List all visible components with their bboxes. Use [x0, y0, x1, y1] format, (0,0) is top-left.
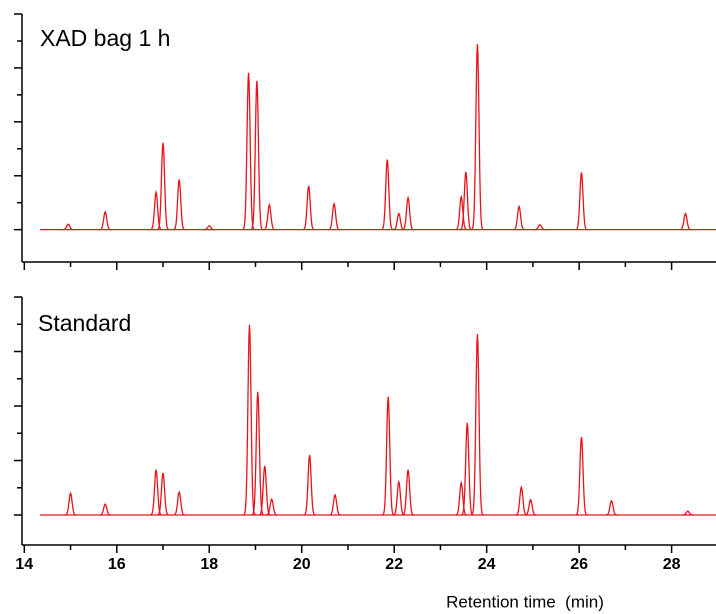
peak: [392, 212, 405, 231]
peak: [513, 204, 526, 231]
peak: [402, 195, 415, 231]
peak: [173, 179, 186, 231]
peak: [524, 498, 537, 516]
x-tick-label: 20: [293, 556, 311, 573]
peak: [459, 171, 472, 231]
x-tick-label: 26: [570, 556, 588, 573]
peak: [64, 491, 77, 516]
peak: [156, 472, 170, 516]
peak: [455, 480, 468, 516]
peak: [303, 454, 316, 516]
peak: [381, 159, 394, 231]
x-tick-label: 14: [15, 556, 33, 573]
peak: [150, 189, 163, 231]
x-tick-label: 16: [108, 556, 126, 573]
peak: [156, 142, 170, 231]
peak: [242, 72, 255, 231]
peak: [515, 485, 528, 516]
peak: [471, 334, 484, 516]
peak: [382, 396, 395, 516]
peak: [99, 503, 112, 516]
peak: [328, 201, 341, 231]
peak: [263, 203, 276, 231]
peak: [575, 436, 588, 516]
panel-title: Standard: [38, 310, 131, 336]
x-tick-label: 18: [200, 556, 218, 573]
x-tick-label: 28: [663, 556, 681, 573]
peak: [575, 172, 588, 231]
peak: [62, 223, 75, 231]
peak: [605, 499, 618, 516]
peak: [392, 479, 405, 516]
x-tick-label: 24: [478, 556, 496, 573]
peak: [679, 212, 692, 231]
peak: [461, 422, 474, 516]
peak: [265, 497, 278, 516]
peak: [681, 510, 694, 516]
peak: [455, 194, 468, 231]
peak: [99, 210, 112, 231]
x-axis-label: Retention time (min): [446, 592, 604, 611]
peak: [150, 469, 163, 516]
peak: [471, 44, 484, 231]
x-tick-label: 22: [385, 556, 403, 573]
peak: [203, 225, 216, 231]
peak: [533, 224, 546, 231]
peak: [402, 469, 415, 516]
panel-title: XAD bag 1 h: [40, 25, 170, 51]
peak: [250, 80, 264, 231]
peak: [243, 324, 256, 516]
peak: [173, 490, 186, 516]
peak: [302, 185, 315, 231]
peak: [328, 493, 342, 516]
